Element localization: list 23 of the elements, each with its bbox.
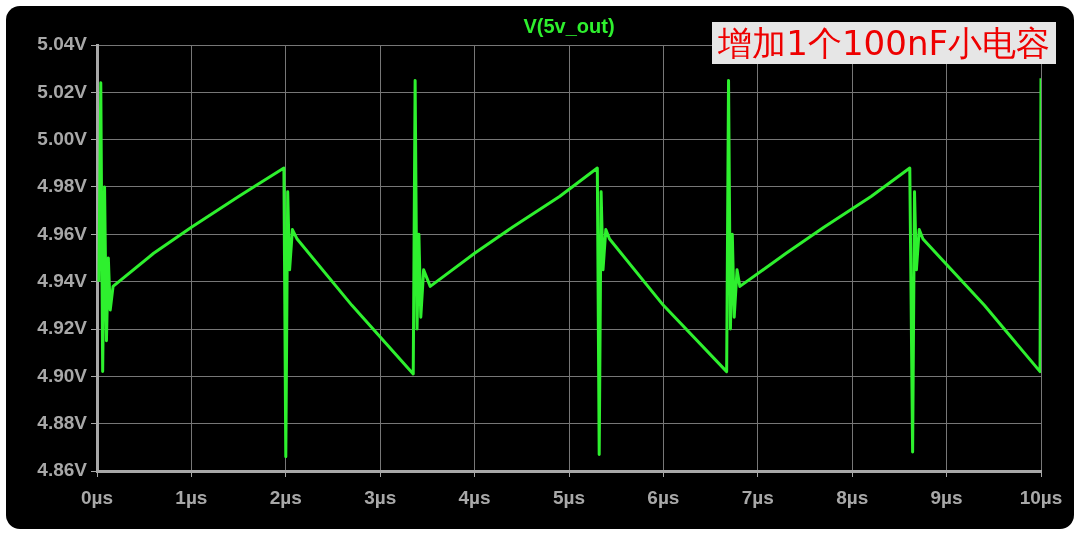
y-tick-label: 4.92V — [37, 317, 88, 339]
x-tick-label: 0µs — [80, 486, 114, 508]
y-tick-label: 5.04V — [37, 33, 88, 55]
x-tick-label: 3µs — [364, 486, 397, 508]
y-tick-label: 4.88V — [37, 411, 88, 433]
x-tick-label: 10µs — [1019, 486, 1063, 508]
x-tick-label: 2µs — [269, 486, 302, 508]
annotation: 增加1个100nF小电容 — [712, 22, 1056, 64]
x-tick-label: 9µs — [930, 486, 963, 508]
y-tick-label: 5.00V — [37, 127, 88, 149]
chart-title: V(5v_out) — [523, 14, 615, 37]
y-tick-label: 4.98V — [37, 175, 88, 197]
x-tick-label: 7µs — [741, 486, 774, 508]
y-tick-label: 5.02V — [37, 80, 88, 102]
x-tick-label: 5µs — [552, 486, 586, 508]
y-tick-label: 4.90V — [37, 364, 88, 386]
x-tick-label: 4µs — [458, 486, 491, 508]
x-tick-label: 6µs — [647, 486, 680, 508]
x-tick-label: 1µs — [175, 486, 208, 508]
x-tick-label: 8µs — [836, 486, 869, 508]
y-tick-label: 4.96V — [37, 222, 88, 244]
y-tick-label: 4.86V — [37, 459, 88, 481]
y-tick-label: 4.94V — [37, 269, 88, 291]
